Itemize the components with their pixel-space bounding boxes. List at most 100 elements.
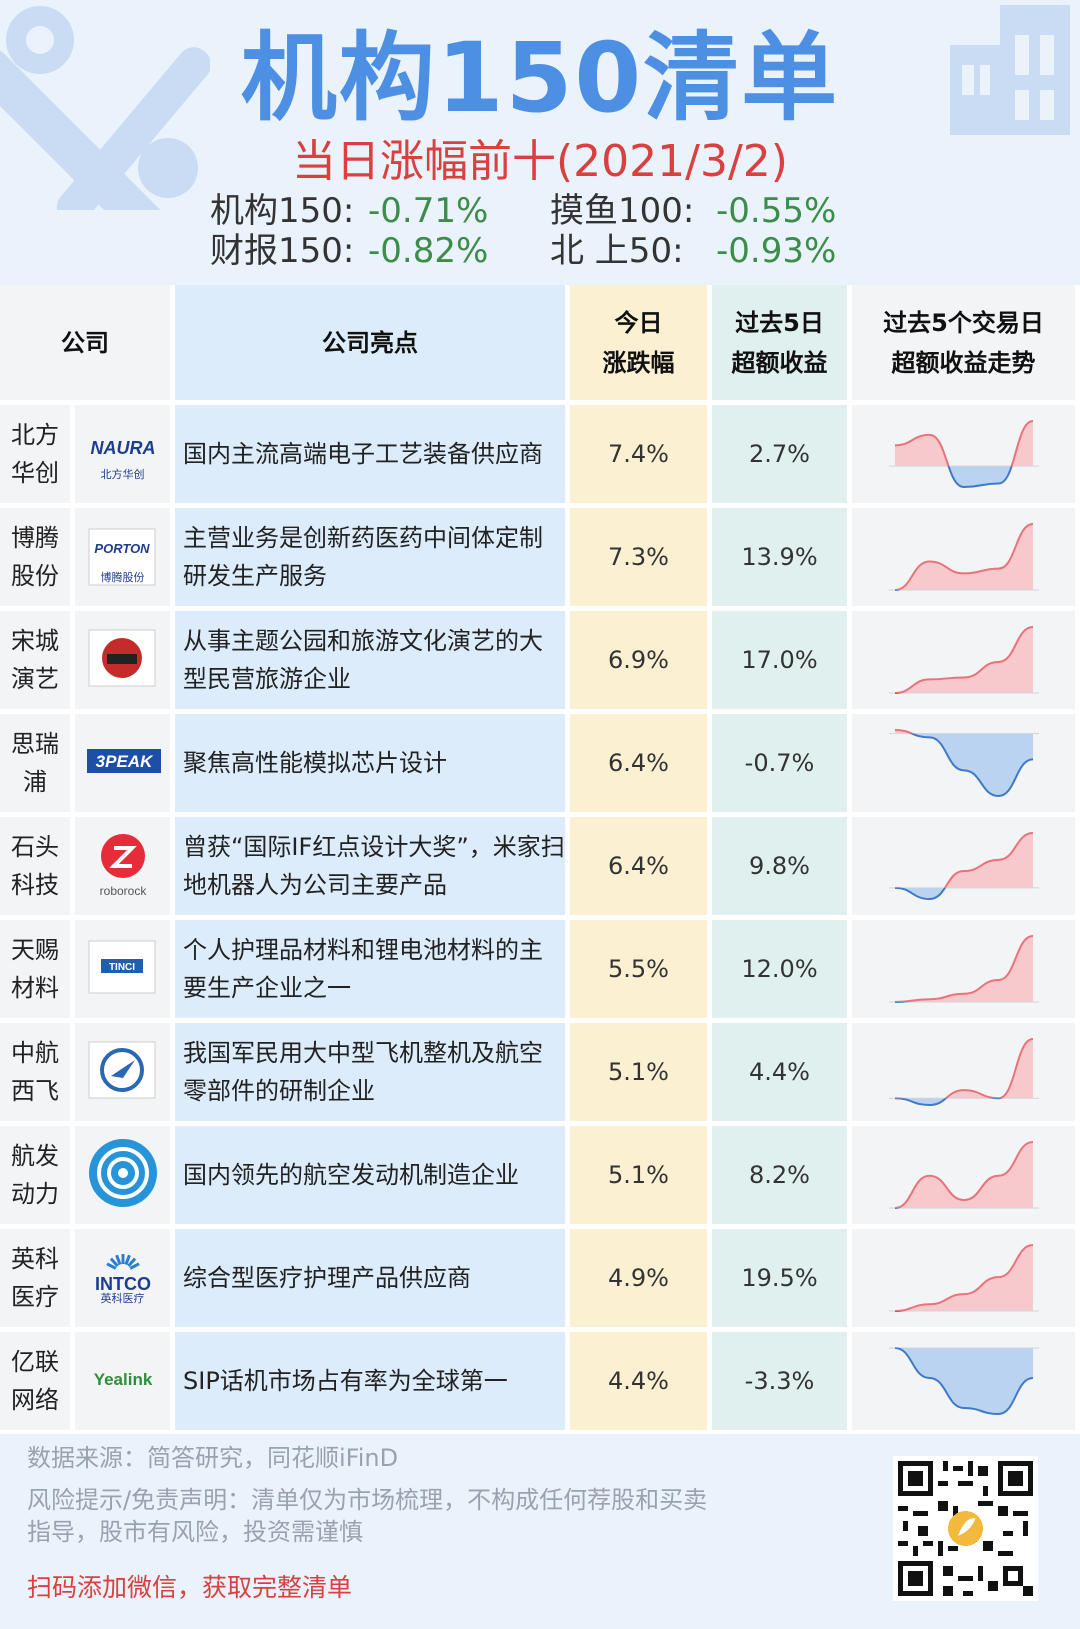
trend-line-down — [894, 1348, 1033, 1416]
company-name: 思瑞 浦 — [0, 714, 75, 817]
trend-area-down — [894, 466, 1033, 487]
svg-text:TINCI: TINCI — [108, 962, 134, 973]
table-row: 中航 西飞 我国军民用大中型飞机整机及航空零部件的研制企业 5.1% 4.4% — [0, 1023, 1080, 1126]
yealink-logo-icon: Yealink — [93, 1370, 152, 1389]
index-value: -0.71% — [368, 191, 489, 231]
excess-return: 19.5% — [712, 1229, 852, 1332]
qr-code[interactable] — [893, 1456, 1038, 1601]
header-company: 公司 — [0, 285, 175, 405]
excess-return: 17.0% — [712, 611, 852, 714]
trend-area-down — [894, 1348, 1033, 1414]
building-icon — [950, 5, 1070, 135]
company-highlight: 国内主流高端电子工艺装备供应商 — [175, 405, 570, 508]
company-logo: INTCO 英科医疗 — [75, 1229, 175, 1332]
company-highlight: 从事主题公园和旅游文化演艺的大型民营旅游企业 — [175, 611, 570, 714]
trend-chart — [888, 1038, 1039, 1107]
logo-subtext: 博腾股份 — [100, 571, 145, 584]
trend-chart — [888, 1347, 1039, 1416]
company-name-line1: 博腾 — [11, 524, 59, 552]
excess-return: 12.0% — [712, 920, 852, 1023]
trend-chart — [888, 1141, 1039, 1209]
company-name-line2: 材料 — [11, 974, 59, 1002]
table-row: 石头 科技 roborock 曾获“国际IF红点设计大奖”，米家扫地机器人为公司… — [0, 817, 1080, 920]
excess-return: 8.2% — [712, 1126, 852, 1229]
company-name: 博腾 股份 — [0, 508, 75, 611]
trend-cell — [852, 1229, 1080, 1332]
table-row: 英科 医疗 INTCO 英科医疗 综合型医疗护理产品供应商 4.9% 19.5% — [0, 1229, 1080, 1332]
company-name-line1: 思瑞 — [11, 730, 59, 758]
company-name-line1: 英科 — [11, 1245, 59, 1273]
company-logo: PORTON 博腾股份 — [75, 508, 175, 611]
header-today-line1: 今日 — [614, 308, 663, 337]
trend-cell — [852, 817, 1080, 920]
table-row: 北方 华创 NAURA 北方华创 国内主流高端电子工艺装备供应商 7.4% 2.7… — [0, 405, 1080, 508]
trend-line-up — [894, 1141, 1033, 1208]
page-subtitle: 当日涨幅前十(2021/3/2) — [292, 136, 788, 187]
company-logo — [75, 1023, 175, 1126]
svg-text:Yealink: Yealink — [93, 1370, 152, 1389]
company-logo: TINCI — [75, 920, 175, 1023]
company-name-line2: 股份 — [11, 562, 59, 590]
company-highlight: 聚焦高性能模拟芯片设计 — [175, 714, 570, 817]
3peak-logo-icon: 3PEAK — [86, 749, 161, 773]
company-name: 英科 医疗 — [0, 1229, 75, 1332]
trend-area-up — [894, 524, 1033, 590]
company-logo: 3PEAK — [75, 714, 175, 817]
company-highlight: 主营业务是创新药医药中间体定制研发生产服务 — [175, 508, 570, 611]
excess-return: 13.9% — [712, 508, 852, 611]
trend-cell — [852, 1126, 1080, 1229]
today-change: 7.3% — [570, 508, 712, 611]
roborock-logo-icon: roborock — [99, 834, 147, 898]
trend-cell — [852, 405, 1080, 508]
page-title: 机构150清单 — [240, 22, 840, 134]
svg-text:NAURA: NAURA — [90, 438, 155, 458]
trend-area-down — [894, 887, 1033, 899]
company-name-line2: 华创 — [11, 459, 59, 487]
table-row: 宋城 演艺 从事主题公园和旅游文化演艺的大型民营旅游企业 6.9% 17.0% — [0, 611, 1080, 714]
trend-line-up — [894, 832, 1033, 888]
risk-note-line1: 风险提示/免责声明：清单仅为市场梳理，不构成任何荐股和买卖 — [27, 1486, 708, 1514]
excess-return: -3.3% — [712, 1332, 852, 1435]
trend-line-up — [894, 935, 1033, 1002]
trend-line-down — [894, 887, 946, 901]
company-name: 航发 动力 — [0, 1126, 75, 1229]
company-name-line2: 医疗 — [11, 1283, 59, 1311]
company-name-line1: 天赐 — [11, 936, 59, 964]
stock-table: 公司 公司亮点 今日 涨跌幅 过去5日 超额收益 过去5个交易日 超额收益走势 … — [0, 285, 1080, 1435]
header-excess-line1: 过去5日 — [735, 308, 824, 337]
header-excess: 过去5日 超额收益 — [712, 285, 852, 405]
trend-area-up — [894, 1039, 1033, 1099]
company-logo: NAURA 北方华创 — [75, 405, 175, 508]
index-value: -0.93% — [716, 231, 837, 271]
company-logo: Yealink — [75, 1332, 175, 1435]
today-change: 4.4% — [570, 1332, 712, 1435]
logo-wrap: PORTON 博腾股份 — [83, 521, 163, 593]
header-today: 今日 涨跌幅 — [570, 285, 712, 405]
data-source: 数据来源：简答研究，同花顺iFinD — [27, 1444, 399, 1472]
company-name: 中航 西飞 — [0, 1023, 75, 1126]
trend-chart — [888, 626, 1039, 694]
trend-area-up — [894, 627, 1033, 693]
intco-logo-icon: INTCO — [95, 1254, 151, 1294]
company-highlight: 国内领先的航空发动机制造企业 — [175, 1126, 570, 1229]
trend-area-up — [894, 421, 1033, 467]
company-logo — [75, 611, 175, 714]
company-highlight: 曾获“国际IF红点设计大奖”，米家扫地机器人为公司主要产品 — [175, 817, 570, 920]
company-name-line1: 航发 — [11, 1142, 59, 1170]
index-label: 机构150: — [210, 191, 355, 231]
company-name-line2: 科技 — [11, 871, 59, 899]
header-trend-line1: 过去5个交易日 — [883, 308, 1044, 337]
table-row: 亿联 网络 Yealink SIP话机市场占有率为全球第一 4.4% -3.3% — [0, 1332, 1080, 1435]
song-cheng-logo-icon — [88, 629, 155, 687]
company-name-line2: 网络 — [11, 1386, 59, 1414]
company-logo — [75, 1126, 175, 1229]
company-name: 宋城 演艺 — [0, 611, 75, 714]
company-name-line1: 石头 — [11, 833, 59, 861]
today-change: 4.9% — [570, 1229, 712, 1332]
trend-line-up — [894, 626, 1033, 693]
today-change: 5.1% — [570, 1126, 712, 1229]
trend-area-down — [894, 733, 1033, 796]
trend-chart — [888, 832, 1039, 901]
company-highlight: 综合型医疗护理产品供应商 — [175, 1229, 570, 1332]
svg-text:3PEAK: 3PEAK — [95, 752, 153, 771]
